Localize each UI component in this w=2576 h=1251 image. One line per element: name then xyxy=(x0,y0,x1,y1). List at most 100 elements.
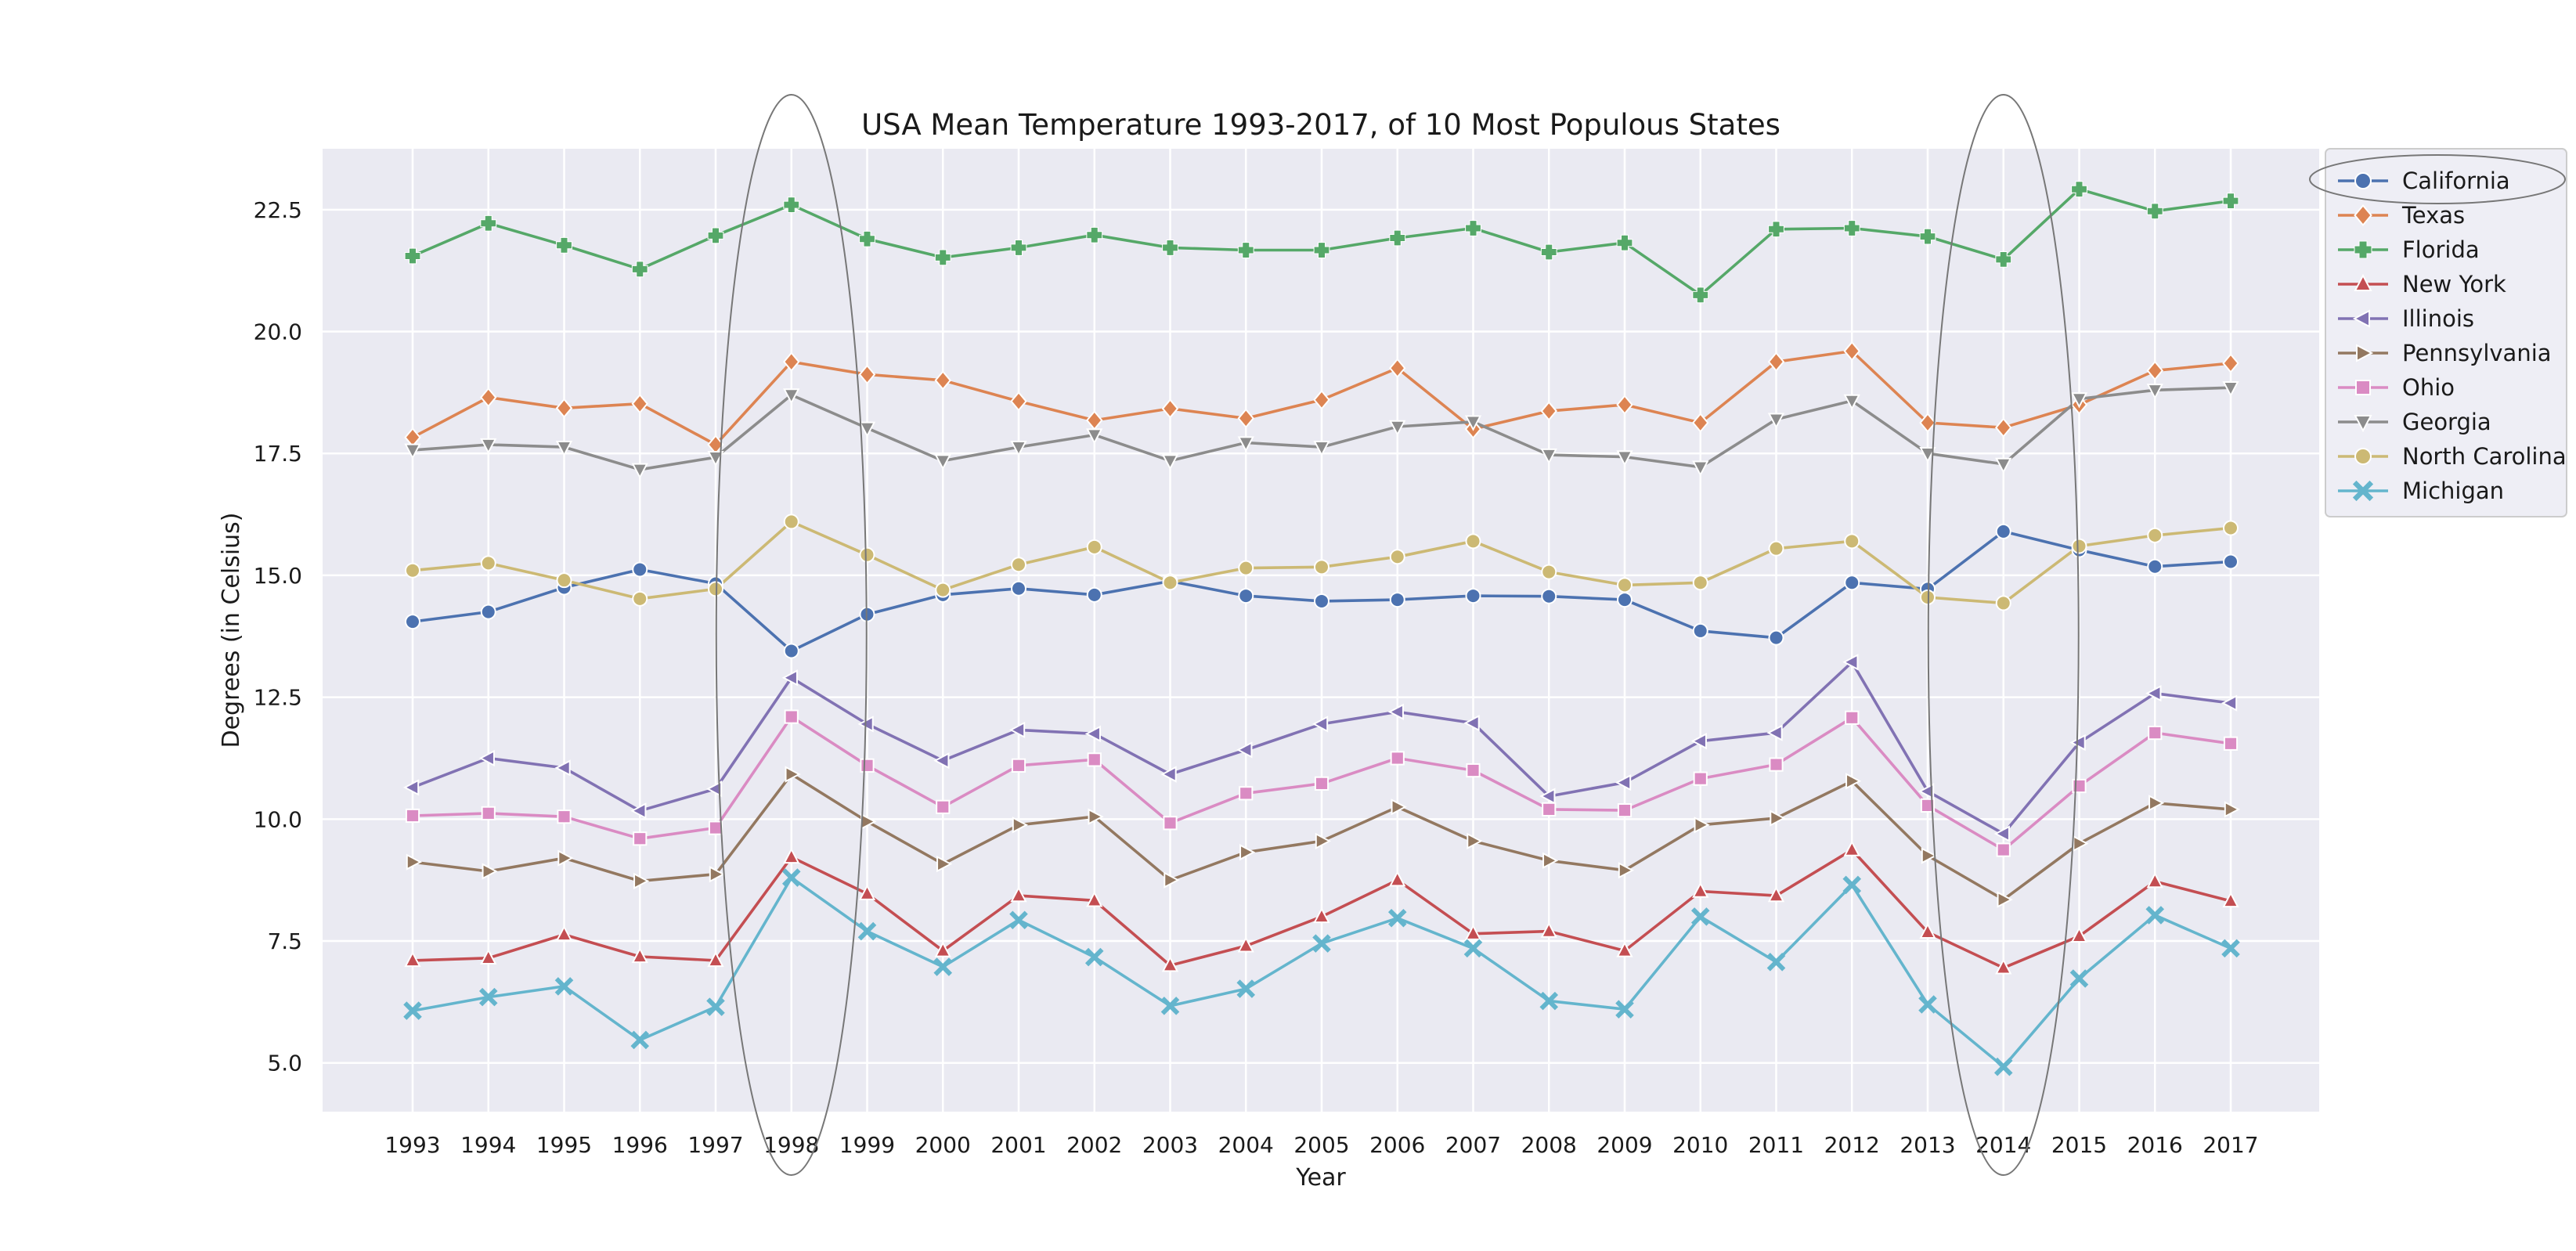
data-point-michigan xyxy=(1160,997,1180,1015)
data-point-florida xyxy=(1768,221,1784,238)
data-point-ohio xyxy=(2223,736,2239,751)
data-point-california xyxy=(1011,580,1026,597)
x-tick-label: 2008 xyxy=(1521,1132,1577,1158)
data-point-texas xyxy=(1010,391,1027,412)
data-point-north-carolina xyxy=(1692,575,1708,591)
y-tick-label: 10.0 xyxy=(254,806,302,832)
y-tick-label: 20.0 xyxy=(254,319,302,345)
highlight-ellipse-legend xyxy=(2309,154,2566,204)
data-point-georgia xyxy=(1995,457,2012,474)
data-point-texas xyxy=(2222,353,2239,373)
y-tick-label: 22.5 xyxy=(254,197,302,223)
data-point-ohio xyxy=(1466,762,1481,778)
marker-stroke xyxy=(2221,939,2240,958)
data-point-georgia xyxy=(1843,394,1860,411)
data-point-florida xyxy=(556,236,572,254)
data-point-california xyxy=(783,643,799,659)
marker-stroke xyxy=(1084,947,1104,967)
marker-stroke xyxy=(1766,953,1786,972)
data-point-florida xyxy=(1389,229,1406,247)
data-point-california xyxy=(2147,558,2163,575)
data-point-florida xyxy=(1162,240,1178,256)
data-point-california xyxy=(1617,592,1633,608)
marker-stroke xyxy=(1615,1000,1634,1019)
data-point-pennsylvania xyxy=(1315,832,1332,850)
data-point-texas xyxy=(631,393,649,414)
data-point-new-york xyxy=(934,941,951,957)
x-axis-label: Year xyxy=(1295,1164,1346,1192)
x-tick-label: 2009 xyxy=(1596,1132,1652,1158)
x-tick-label: 1994 xyxy=(460,1132,516,1158)
data-point-new-york xyxy=(1843,840,1860,856)
data-point-georgia xyxy=(858,421,876,438)
data-point-michigan xyxy=(554,977,574,996)
data-point-north-carolina xyxy=(708,581,723,597)
data-point-michigan xyxy=(1842,875,1862,895)
data-point-michigan xyxy=(1615,1000,1634,1019)
data-point-new-york xyxy=(1161,956,1179,972)
data-point-illinois xyxy=(2145,684,2162,702)
data-point-california xyxy=(405,614,420,630)
data-point-california xyxy=(1465,588,1481,604)
data-point-ohio xyxy=(1542,802,1557,817)
legend-marker-georgia xyxy=(2354,415,2372,433)
data-point-new-york xyxy=(2222,891,2239,908)
data-point-illinois xyxy=(705,781,723,798)
data-point-new-york xyxy=(2146,871,2163,889)
data-point-north-carolina xyxy=(1617,577,1633,593)
data-point-florida xyxy=(1616,234,1633,251)
highlight-ellipse-1998 xyxy=(715,94,868,1176)
data-point-texas xyxy=(1540,401,1558,421)
data-point-ohio xyxy=(633,831,648,846)
data-point-michigan xyxy=(2221,939,2240,958)
data-point-georgia xyxy=(1313,440,1330,457)
data-point-north-carolina xyxy=(1844,533,1860,550)
data-point-north-carolina xyxy=(783,514,799,530)
data-point-new-york xyxy=(1086,891,1103,907)
data-point-illinois xyxy=(1766,724,1783,741)
data-point-ohio xyxy=(1693,771,1708,786)
data-point-new-york xyxy=(480,948,497,965)
data-point-ohio xyxy=(557,809,572,824)
data-point-illinois xyxy=(1236,741,1253,759)
x-tick-label: 2010 xyxy=(1672,1132,1728,1158)
y-tick-label: 5.0 xyxy=(267,1051,302,1076)
data-point-florida xyxy=(1540,243,1557,261)
data-point-florida xyxy=(783,196,800,214)
data-point-michigan xyxy=(1236,979,1256,998)
data-point-new-york xyxy=(1767,886,1785,903)
data-point-north-carolina xyxy=(556,572,572,589)
data-point-georgia xyxy=(934,454,951,470)
legend-label-michigan: Michigan xyxy=(2402,478,2504,504)
data-point-georgia xyxy=(783,388,800,405)
data-point-michigan xyxy=(706,997,725,1016)
data-point-north-carolina xyxy=(1465,533,1481,550)
x-tick-label: 2000 xyxy=(915,1132,971,1158)
data-point-florida xyxy=(480,215,497,232)
data-point-texas xyxy=(1843,341,1861,362)
x-tick-label: 1993 xyxy=(384,1132,440,1158)
data-point-illinois xyxy=(1463,714,1480,732)
data-point-new-york xyxy=(707,950,724,968)
data-point-illinois xyxy=(478,749,495,767)
data-point-texas xyxy=(1161,398,1179,419)
data-point-georgia xyxy=(2222,380,2239,398)
data-point-florida xyxy=(631,261,648,278)
data-point-florida xyxy=(1086,226,1103,243)
legend-label-ohio: Ohio xyxy=(2402,374,2455,401)
data-point-illinois xyxy=(1690,733,1707,750)
data-point-georgia xyxy=(480,438,497,455)
legend-marker-michigan xyxy=(2352,480,2374,502)
data-point-illinois xyxy=(402,779,420,796)
data-point-illinois xyxy=(1842,654,1859,671)
data-point-illinois xyxy=(1615,773,1632,791)
data-point-michigan xyxy=(403,1001,422,1020)
data-point-pennsylvania xyxy=(2148,795,2165,812)
data-point-new-york xyxy=(2070,926,2088,943)
marker-stroke xyxy=(1387,908,1407,928)
marker-stroke xyxy=(1993,1057,2013,1076)
marker-stroke xyxy=(1690,907,1710,926)
data-point-ohio xyxy=(1390,751,1405,766)
legend-marker-texas xyxy=(2354,204,2372,227)
marker-stroke xyxy=(1312,934,1331,953)
